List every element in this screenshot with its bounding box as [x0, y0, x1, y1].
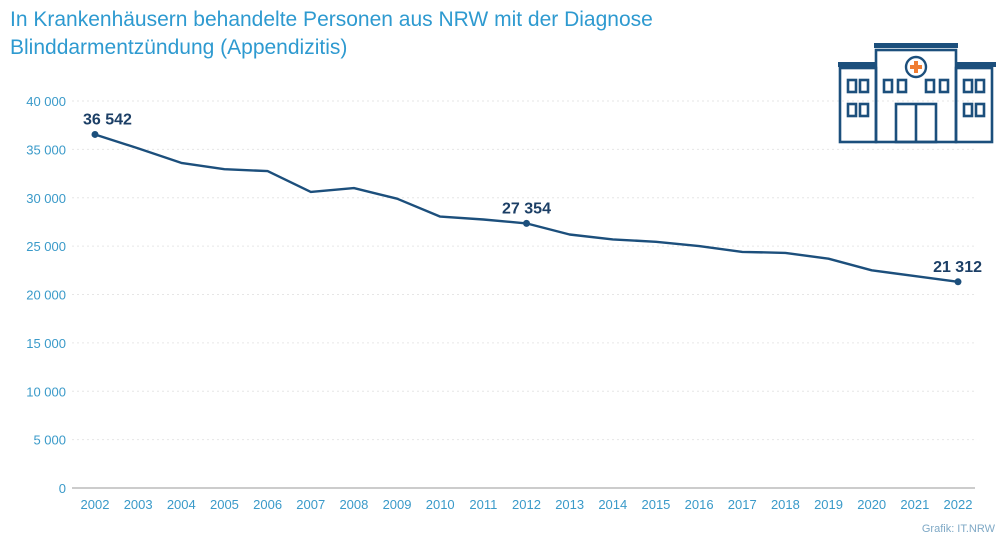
x-tick-label: 2020	[857, 497, 886, 512]
source-credit: Grafik: IT.NRW	[921, 523, 995, 535]
y-tick-label: 5 000	[33, 433, 66, 448]
x-tick-label: 2008	[339, 497, 368, 512]
x-tick-label: 2022	[944, 497, 973, 512]
grid-lines	[72, 100, 975, 489]
x-tick-label: 2003	[124, 497, 153, 512]
chart-title: In Krankenhäusern behandelte Personen au…	[10, 8, 653, 59]
data-point-marker	[523, 219, 530, 227]
x-tick-label: 2016	[685, 497, 714, 512]
x-tick-label: 2007	[296, 497, 325, 512]
x-tick-label: 2015	[641, 497, 670, 512]
x-tick-label: 2010	[426, 497, 455, 512]
x-tick-label: 2011	[469, 497, 497, 512]
y-axis-ticks: 0 5 000 10 000 15 000 20 000 25 000 30 000 35 0…	[26, 94, 66, 496]
x-axis-ticks: 2002 2003 2004 2005 2006 2007 2008 2009 2010 2011…	[81, 497, 973, 512]
x-tick-label: 2013	[555, 497, 584, 512]
data-labels: 36 542 27 354 21 312	[83, 111, 982, 275]
x-tick-label: 2019	[814, 497, 843, 512]
x-tick-label: 2004	[167, 497, 196, 512]
hospital-icon	[838, 43, 996, 144]
y-tick-label: 30 000	[26, 191, 66, 206]
y-tick-label: 40 000	[26, 94, 66, 109]
y-tick-label: 20 000	[26, 288, 66, 303]
data-label: 21 312	[933, 259, 982, 276]
data-point-marker	[954, 278, 962, 286]
x-tick-label: 2005	[210, 497, 239, 512]
x-tick-label: 2002	[81, 497, 110, 512]
x-tick-label: 2017	[728, 497, 757, 512]
y-tick-label: 25 000	[26, 239, 66, 254]
y-tick-label: 35 000	[26, 142, 66, 157]
y-tick-label: 10 000	[26, 384, 66, 399]
x-tick-label: 2018	[771, 497, 800, 512]
data-markers	[91, 130, 962, 286]
y-tick-label: 0	[59, 481, 66, 496]
data-label: 36 542	[83, 111, 132, 128]
data-label: 27 354	[502, 200, 551, 217]
y-tick-label: 15 000	[26, 336, 66, 351]
x-tick-label: 2014	[598, 497, 627, 512]
x-tick-label: 2012	[512, 497, 541, 512]
data-point-marker	[91, 130, 99, 138]
x-tick-label: 2021	[900, 497, 929, 512]
x-tick-label: 2006	[253, 497, 282, 512]
x-tick-label: 2009	[383, 497, 412, 512]
